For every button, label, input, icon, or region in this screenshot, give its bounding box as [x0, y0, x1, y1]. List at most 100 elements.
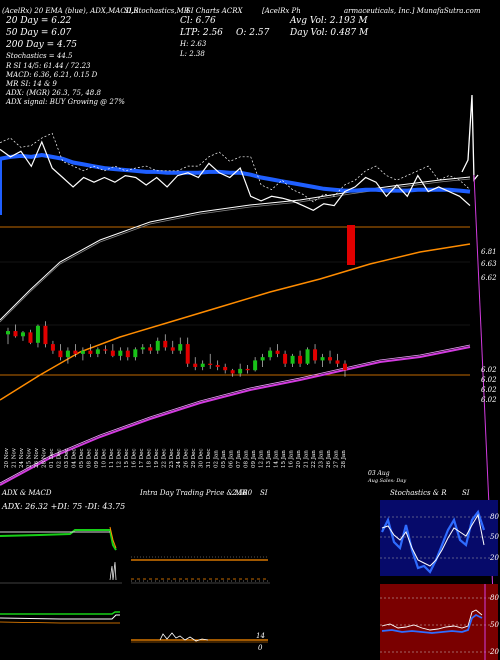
candle-body: [268, 350, 273, 358]
x-tick-label: 02 Dec: [56, 449, 62, 469]
adx-panel-bg: [0, 498, 122, 660]
candles-group: [6, 321, 347, 377]
stoch-tick-80: 80: [490, 513, 499, 521]
open-value: O: 2.57: [236, 28, 270, 38]
header-title-5: armaceuticals, Inc.] MunafaSutra.com: [344, 7, 481, 15]
x-tick-label: 05 Jan: [221, 450, 227, 468]
candle-body: [223, 366, 228, 371]
header-title-3: SI Charts ACRX: [186, 7, 243, 15]
extra-x-label-2: Aug Sales: Day: [368, 478, 407, 484]
stat-stochastics: Stochastics = 44.5: [6, 52, 73, 60]
x-tick-label: 09 Jan: [251, 450, 257, 468]
candle-body: [230, 370, 235, 374]
intraday-panel-title: Intra Day Trading Price & MR: [140, 489, 248, 497]
x-tick-label: 22 Jan: [311, 450, 317, 468]
x-tick-label: 29 Dec: [191, 449, 197, 469]
x-tick-label: 26 Jan: [326, 450, 332, 468]
candle-body: [65, 350, 70, 358]
big-red-candle: [347, 225, 355, 265]
day-volume: Day Vol: 0.487 M: [290, 28, 369, 38]
adx-signal: ADX signal: BUY Growing @ 27%: [6, 98, 125, 106]
price-dashed-line: [0, 132, 471, 203]
candle-body: [328, 357, 333, 361]
white-ma-line: [0, 176, 471, 321]
rsi-tick-50: 50: [490, 621, 499, 629]
candle-body: [28, 332, 33, 343]
candle-body: [200, 363, 205, 367]
price-close-line: [0, 140, 471, 211]
candle-body: [110, 350, 115, 356]
x-tick-label: 02 Jan: [214, 450, 220, 468]
candle-body: [320, 357, 325, 361]
candle-body: [95, 349, 100, 354]
high-value: H: 2.63: [180, 40, 207, 48]
candle-body: [6, 331, 10, 335]
magenta-ma-line: [0, 346, 471, 486]
adx-orange-line: [109, 526, 117, 549]
candle-body: [253, 360, 258, 371]
x-axis-labels: 20 Nov 21 Nov 24 Nov 25 Nov 26 Nov 28 Nov 01 D…: [4, 447, 347, 468]
x-tick-label: 28 Jan: [341, 450, 347, 468]
low-value: L: 2.38: [180, 50, 205, 58]
candle-body: [260, 357, 265, 361]
right-axis-label-6: 6.02: [481, 386, 497, 394]
adx-panel-title: ADX & MACD: [2, 489, 52, 497]
stat-20day: 20 Day = 6.22: [6, 16, 72, 26]
adx-panel-readout: ADX: 26.32 +DI: 75 -DI: 43.75: [2, 502, 126, 511]
intraday-zero: 0: [258, 644, 263, 652]
rsi-readout: R SI 14/5: 61.44 / 72.23: [6, 62, 91, 70]
mr-readout: MR SI: 14 & 9: [6, 80, 57, 88]
x-tick-label: 24 Dec: [176, 449, 182, 469]
x-tick-label: 31 Dec: [206, 449, 212, 469]
candle-body: [335, 360, 340, 364]
stat-50day: 50 Day = 6.07: [6, 28, 72, 38]
x-tick-label: 25 Nov: [26, 447, 32, 468]
ema20-blue-line: [0, 152, 471, 215]
candle-body: [35, 325, 40, 343]
x-tick-label: 21 Jan: [304, 450, 310, 468]
x-tick-label: 30 Dec: [199, 449, 205, 469]
x-tick-label: 08 Jan: [244, 450, 250, 468]
candle-body: [133, 349, 138, 358]
macd-readout: MACD: 6.36, 6.21, 0.15 D: [6, 71, 98, 79]
x-tick-label: 24 Nov: [19, 447, 25, 468]
macd-white-line: [0, 614, 120, 620]
x-tick-label: 26 Nov: [34, 447, 40, 468]
candle-body: [20, 332, 25, 337]
price-spike-line: [461, 94, 479, 182]
x-tick-label: 07 Jan: [236, 450, 242, 468]
intraday-price: 2.560: [232, 489, 253, 497]
x-tick-label: 14 Jan: [274, 450, 280, 468]
x-tick-label: 26 Dec: [184, 449, 190, 469]
stat-200day: 200 Day = 4.75: [6, 40, 78, 50]
stoch-white-line: [381, 513, 485, 567]
candle-body: [163, 340, 168, 348]
x-tick-label: 21 Nov: [11, 447, 17, 468]
candle-body: [88, 350, 93, 354]
x-tick-label: 11 Dec: [109, 449, 115, 469]
stoch-panel-si: SI: [462, 489, 470, 497]
candle-body: [13, 331, 18, 337]
candle-body: [125, 350, 130, 358]
candle-body: [298, 355, 303, 364]
candle-body: [103, 349, 108, 351]
x-tick-label: 03 Dec: [64, 449, 70, 469]
candle-body: [43, 325, 48, 345]
candle-body: [80, 350, 85, 354]
candle-body: [343, 363, 347, 371]
candle-body: [73, 350, 78, 354]
x-tick-label: 13 Jan: [266, 450, 272, 468]
intraday-mr-line: [159, 632, 209, 642]
candle-body: [140, 347, 145, 350]
right-axis-label-7: 6.02: [481, 396, 497, 404]
candle-body: [275, 350, 280, 354]
stoch-panel-title: Stochastics & R: [390, 489, 447, 497]
white-ma-line-2: [0, 178, 471, 323]
x-tick-label: 23 Dec: [169, 449, 175, 469]
candle-body: [155, 340, 160, 351]
x-tick-label: 16 Jan: [289, 450, 295, 468]
x-tick-label: 18 Dec: [146, 449, 152, 469]
x-tick-label: 15 Dec: [124, 449, 130, 469]
x-tick-label: 22 Dec: [161, 449, 167, 469]
rsi-blue-line: [381, 613, 483, 634]
